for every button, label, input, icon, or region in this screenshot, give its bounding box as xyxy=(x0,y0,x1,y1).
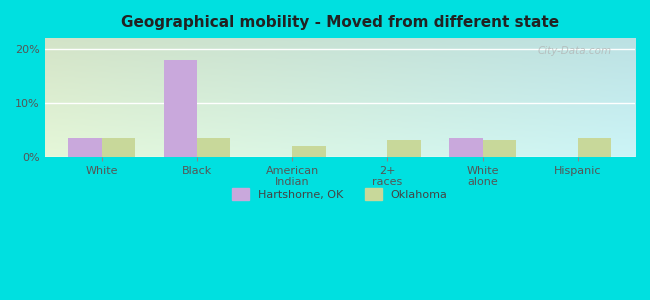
Bar xyxy=(292,146,326,157)
Legend: Hartshorne, OK, Oklahoma: Hartshorne, OK, Oklahoma xyxy=(227,184,452,204)
Text: City-Data.com: City-Data.com xyxy=(538,46,612,56)
Bar xyxy=(68,138,102,157)
Bar xyxy=(387,140,421,157)
Bar xyxy=(102,138,135,157)
Bar xyxy=(578,138,611,157)
Bar xyxy=(483,140,516,157)
Title: Geographical mobility - Moved from different state: Geographical mobility - Moved from diffe… xyxy=(121,15,559,30)
Bar xyxy=(449,138,483,157)
Bar xyxy=(164,60,197,157)
Bar xyxy=(197,138,230,157)
